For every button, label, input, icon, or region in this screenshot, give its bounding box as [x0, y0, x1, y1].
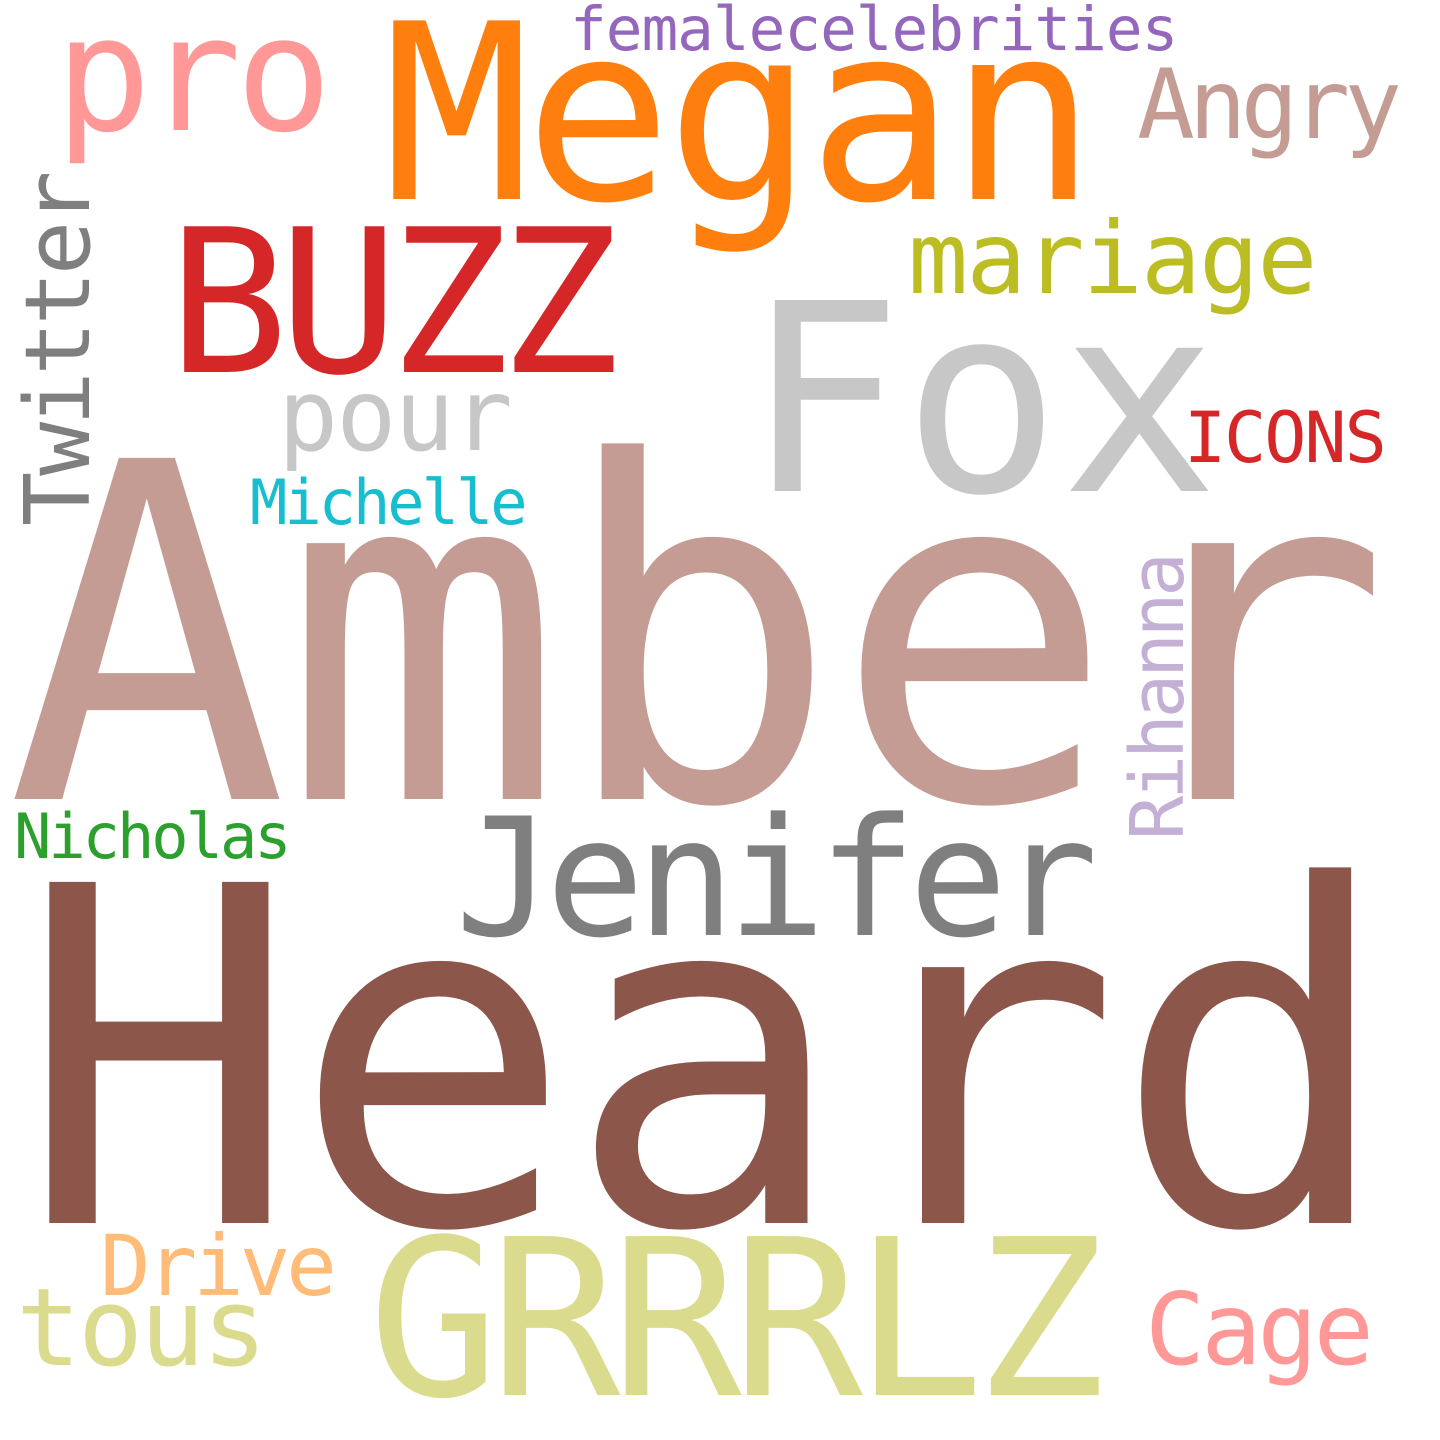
word-pour: pour	[278, 357, 513, 474]
word-femalecelebrities: femalecelebrities	[570, 0, 1178, 65]
word-drive: Drive	[100, 1217, 337, 1315]
word-icons: ICONS	[1184, 397, 1387, 479]
word-mariage: mariage	[908, 200, 1317, 317]
word-nicholas: Nicholas	[14, 800, 292, 873]
word-amber: Amber	[6, 366, 1391, 910]
word-megan: Megan	[383, 0, 1097, 257]
word-grrrlz: GRRRLZ	[368, 1194, 1105, 1440]
word-pro: pro	[55, 0, 332, 168]
word-angry: Angry	[1137, 49, 1402, 161]
word-michelle: Michelle	[250, 466, 528, 539]
word-cage: Cage	[1145, 1271, 1374, 1388]
word-fox: Fox	[745, 248, 1219, 553]
word-jenifer: Jenifer	[455, 783, 1098, 974]
word-heard: Heard	[18, 790, 1395, 1334]
word-rihanna: Rihanna	[1115, 556, 1201, 840]
word-twitter: Twitter	[6, 174, 111, 526]
word-tous: tous	[16, 1266, 267, 1391]
word-buzz: BUZZ	[168, 187, 620, 420]
